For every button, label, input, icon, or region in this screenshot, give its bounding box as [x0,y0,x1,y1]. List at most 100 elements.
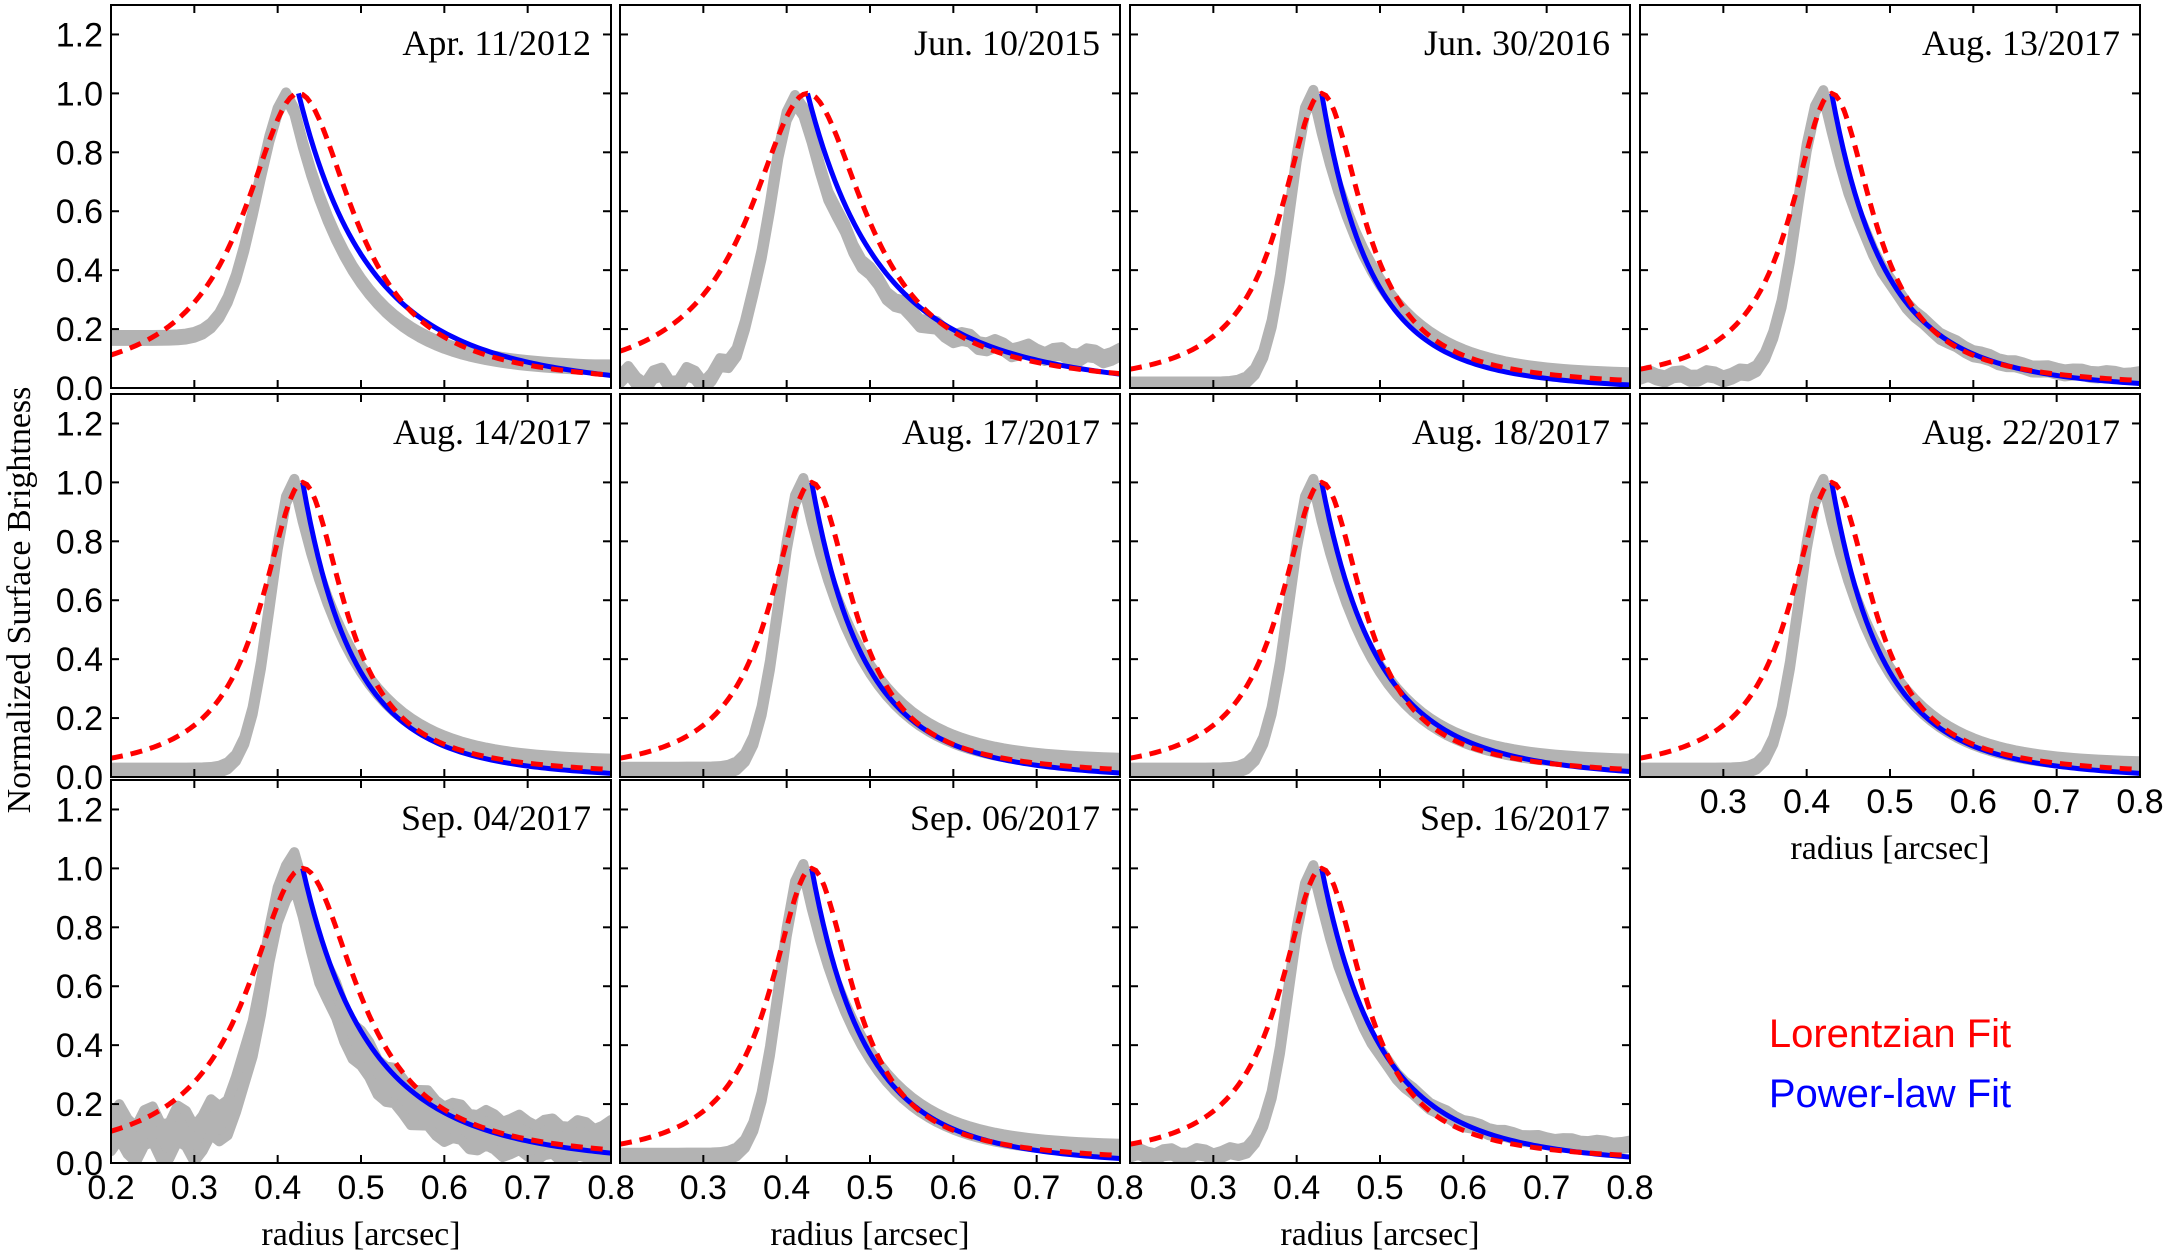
plot-area [620,858,1120,1163]
power-law-fit-line [1829,481,2140,776]
lorentzian-fit-line [620,90,1120,377]
panel-date-label: Sep. 16/2017 [1420,798,1610,838]
x-axis-label: radius [arcsec] [261,1216,460,1253]
lorentzian-fit-line [1130,865,1630,1158]
panel-10: 0.3 0.4 0.5 0.6 0.7 0.8 radius [arcsec] Sep. 06… [619,779,1144,1253]
plot-area [1130,473,1630,777]
y-tick-label: 0.0 [56,370,103,408]
power-law-fit-line [1319,481,1630,775]
lorentzian-fit-line [111,90,611,378]
panel-1: 0.0 0.2 0.4 0.6 0.8 1.0 1.2 Apr. 11/2012 [56,4,612,408]
x-tick-label: 0.5 [1356,1169,1403,1207]
panel-date-label: Aug. 18/2017 [1412,412,1610,452]
panel-8: 0.3 0.4 0.5 0.6 0.7 0.8 radius [arcsec] Aug. 22… [1639,393,2164,867]
panel-4: Aug. 13/2017 [1639,4,2141,389]
y-tick-label: 0.8 [56,523,103,561]
legend-lorentzian: Lorentzian Fit [1769,1012,2011,1056]
plot-area [1640,85,2140,388]
x-tick-label: 0.5 [1866,783,1913,821]
y-tick-label: 1.2 [56,16,103,54]
plot-area [1640,473,2140,777]
x-tick-label: 0.8 [1096,1169,1143,1207]
panel-date-label: Aug. 13/2017 [1922,23,2120,63]
plot-area [111,847,611,1163]
x-tick-label: 0.6 [1950,783,1997,821]
power-law-fit-line [296,92,611,378]
x-axis-label: radius [arcsec] [1790,830,1989,867]
x-tick-label: 0.4 [1273,1169,1320,1207]
y-tick-label: 0.8 [56,134,103,172]
lorentzian-fit-line [1640,479,2140,772]
y-tick-label: 0.4 [56,1027,103,1065]
panel-date-label: Sep. 04/2017 [401,798,591,838]
power-law-fit-line [809,867,1120,1162]
panel-date-label: Jun. 30/2016 [1424,23,1610,63]
observed-profile-band [1130,84,1630,388]
y-axis-label: Normalized Surface Brightness [1,387,38,814]
y-tick-label: 0.4 [56,641,103,679]
power-law-fit-line [1319,867,1630,1160]
lorentzian-fit-line [1640,90,2140,383]
y-tick-label: 1.0 [56,850,103,888]
panel-date-label: Apr. 11/2012 [402,23,591,63]
y-tick-label: 0.2 [56,311,103,349]
observed-profile-band [620,90,1120,388]
panel-date-label: Aug. 14/2017 [393,412,591,452]
x-tick-label: 0.3 [680,1169,727,1207]
x-tick-label: 0.3 [1190,1169,1237,1207]
lorentzian-fit-line [620,865,1120,1158]
x-tick-label: 0.7 [2033,783,2080,821]
y-tick-label: 0.0 [56,759,103,797]
y-tick-label: 0.2 [56,700,103,738]
power-law-fit-line [809,481,1120,776]
x-tick-label: 0.5 [846,1169,893,1207]
x-tick-label: 0.4 [1783,783,1830,821]
y-tick-label: 0.4 [56,252,103,290]
x-tick-label: 0.6 [930,1169,977,1207]
plot-area [620,90,1120,388]
y-tick-label: 1.2 [56,405,103,443]
x-axis-label: radius [arcsec] [770,1216,969,1253]
x-tick-label: 0.8 [2116,783,2163,821]
y-tick-label: 0.2 [56,1086,103,1124]
panel-5: 0.0 0.2 0.4 0.6 0.8 1.0 1.2 Aug. 14/2017 [56,393,612,797]
panel-date-label: Sep. 06/2017 [910,798,1100,838]
panel-6: Aug. 17/2017 [619,393,1121,778]
x-tick-label: 0.5 [337,1169,384,1207]
y-tick-label: 0.6 [56,193,103,231]
x-tick-label: 0.4 [254,1169,301,1207]
panel-date-label: Jun. 10/2015 [914,23,1100,63]
x-tick-label: 0.3 [171,1169,218,1207]
plot-area [1130,84,1630,388]
plot-area [111,87,611,378]
y-tick-label: 0.6 [56,968,103,1006]
panel-7: Aug. 18/2017 [1129,393,1631,778]
x-tick-label: 0.6 [1440,1169,1487,1207]
x-tick-label: 0.8 [1606,1169,1653,1207]
lorentzian-fit-line [620,479,1120,772]
x-axis-label: radius [arcsec] [1280,1216,1479,1253]
x-tick-label: 0.3 [1700,783,1747,821]
x-tick-label: 0.8 [587,1169,634,1207]
lorentzian-fit-line [111,479,611,772]
plot-area [620,472,1120,777]
observed-profile-band [111,847,611,1163]
plot-area [1130,860,1630,1163]
x-tick-label: 0.7 [504,1169,551,1207]
observed-profile-band [1640,85,2140,388]
lorentzian-fit-line [111,865,611,1153]
panel-9: 0.00.20.40.60.81.01.20.2 0.3 0.4 0.5 0.6 0.7 0… [56,779,635,1253]
y-tick-label: 1.0 [56,464,103,502]
lorentzian-fit-line [1130,90,1630,383]
plot-area [111,473,611,777]
panel-2: Jun. 10/2015 [619,4,1121,389]
panel-date-label: Aug. 22/2017 [1922,412,2120,452]
panels-group: 0.0 0.2 0.4 0.6 0.8 1.0 1.2 Apr. 11/2012 Jun. 10… [56,4,2164,1253]
panel-3: Jun. 30/2016 [1129,4,1631,389]
y-tick-label: 0.8 [56,909,103,947]
x-tick-label: 0.2 [87,1169,134,1207]
y-tick-label: 0.6 [56,582,103,620]
x-tick-label: 0.7 [1013,1169,1060,1207]
panel-11: 0.3 0.4 0.5 0.6 0.7 0.8 radius [arcsec] Sep. 16… [1129,779,1654,1253]
